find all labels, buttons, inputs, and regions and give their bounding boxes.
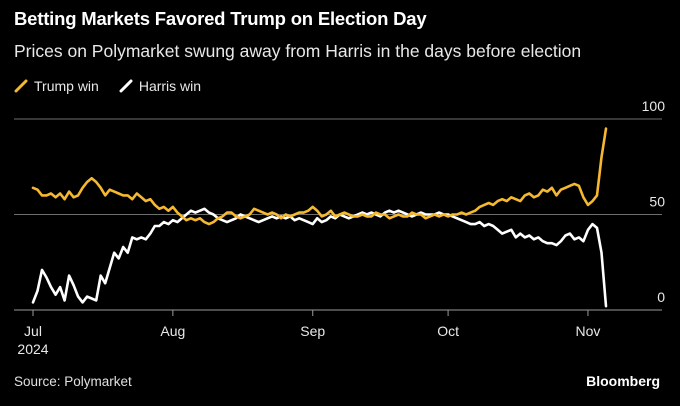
- series-line-trump-win: [31, 127, 608, 226]
- legend-label-trump: Trump win: [34, 78, 99, 94]
- chart-subtitle: Prices on Polymarket swung away from Har…: [14, 41, 582, 61]
- legend-line-icon-harris: [119, 79, 133, 93]
- legend-line-icon-trump: [14, 79, 28, 93]
- legend-item-trump: Trump win: [14, 78, 99, 94]
- x-tick-label-jul: Jul: [24, 323, 42, 339]
- y-tick-label-0: 0: [657, 289, 665, 305]
- legend-label-harris: Harris win: [138, 78, 202, 94]
- x-tick-label-nov: Nov: [575, 323, 600, 339]
- x-tick-label-oct: Oct: [437, 323, 459, 339]
- series-line-harris-win: [31, 207, 608, 308]
- legend-item-harris: Harris win: [119, 78, 201, 94]
- x-tick-label-sep: Sep: [300, 323, 325, 339]
- bloomberg-logo: Bloomberg: [586, 373, 660, 389]
- x-tick-label-aug: Aug: [160, 323, 185, 339]
- chart-legend: Trump win Harris win: [14, 78, 201, 94]
- x-tick-sublabel-year: 2024: [17, 341, 48, 357]
- y-tick-label-50: 50: [649, 194, 665, 210]
- y-tick-label-100: 100: [642, 98, 666, 114]
- source-note: Source: Polymarket: [14, 374, 132, 389]
- chart-title: Betting Markets Favored Trump on Electio…: [14, 8, 427, 29]
